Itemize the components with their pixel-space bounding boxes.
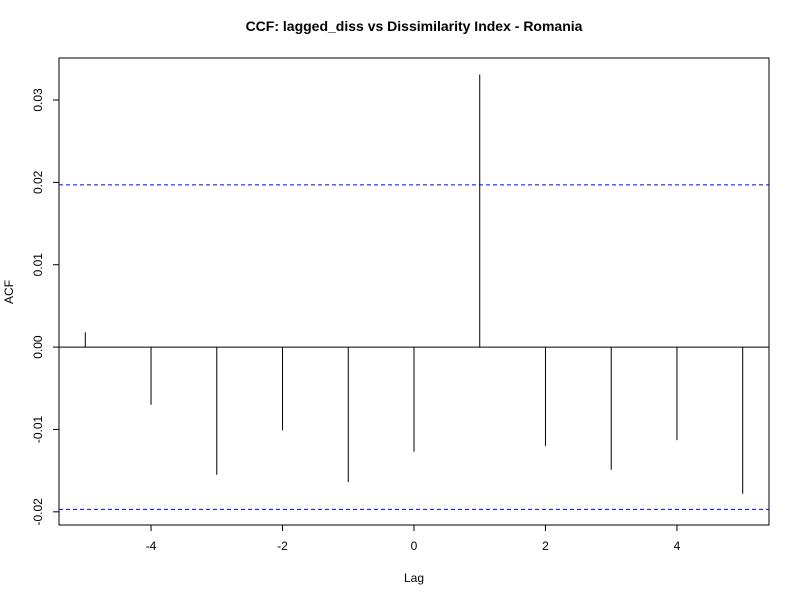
chart-title: CCF: lagged_diss vs Dissimilarity Index …	[246, 18, 583, 34]
y-tick-label: 0.03	[31, 88, 45, 112]
y-axis: -0.02 -0.01 0.00 0.01 0.02 0.03	[31, 88, 59, 526]
x-tick-label: 4	[674, 539, 681, 553]
x-tick-label: -4	[146, 539, 157, 553]
x-tick-label: 2	[542, 539, 549, 553]
plot-frame	[58, 57, 770, 526]
x-tick-label: 0	[411, 539, 418, 553]
confidence-bounds-group	[59, 184, 769, 510]
y-tick-label: 0.01	[31, 253, 45, 277]
y-tick-label: 0.00	[31, 335, 45, 359]
x-axis-label: Lag	[404, 571, 424, 585]
x-axis: -4 -2 0 2 4	[146, 525, 681, 553]
y-tick-label: -0.01	[31, 415, 45, 443]
y-axis-label: ACF	[2, 280, 16, 304]
x-tick-label: -2	[277, 539, 288, 553]
y-tick-label: 0.02	[31, 170, 45, 194]
y-tick-label: -0.02	[31, 498, 45, 526]
bars-group	[84, 74, 744, 494]
